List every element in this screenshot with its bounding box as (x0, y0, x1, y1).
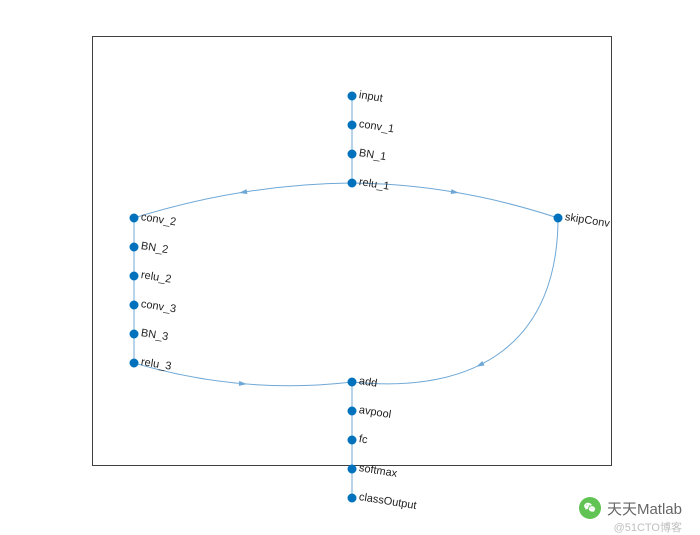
graph-node (348, 465, 356, 473)
graph-node (130, 214, 138, 222)
graph-node (348, 150, 356, 158)
graph-node (348, 92, 356, 100)
wechat-icon (579, 497, 601, 519)
graph-node (348, 494, 356, 502)
graph-node (348, 179, 356, 187)
edge (134, 183, 352, 218)
edge-arrow (451, 189, 459, 194)
graph-node (130, 243, 138, 251)
graph-node (348, 121, 356, 129)
graph-node (348, 378, 356, 386)
graph-node (554, 214, 562, 222)
graph-node (130, 330, 138, 338)
watermark-sub: @51CTO博客 (614, 519, 682, 535)
node-label: fc (358, 433, 368, 446)
edge-arrow (239, 381, 247, 386)
edge-arrow (239, 189, 247, 194)
graph-node (130, 359, 138, 367)
graph-node (130, 301, 138, 309)
watermark-text: 天天Matlab (607, 498, 682, 519)
edge-arrow (476, 361, 484, 367)
network-graph (0, 0, 700, 525)
watermark: 天天Matlab (579, 497, 682, 519)
graph-node (348, 436, 356, 444)
graph-node (348, 407, 356, 415)
graph-node (130, 272, 138, 280)
edge (352, 218, 558, 384)
